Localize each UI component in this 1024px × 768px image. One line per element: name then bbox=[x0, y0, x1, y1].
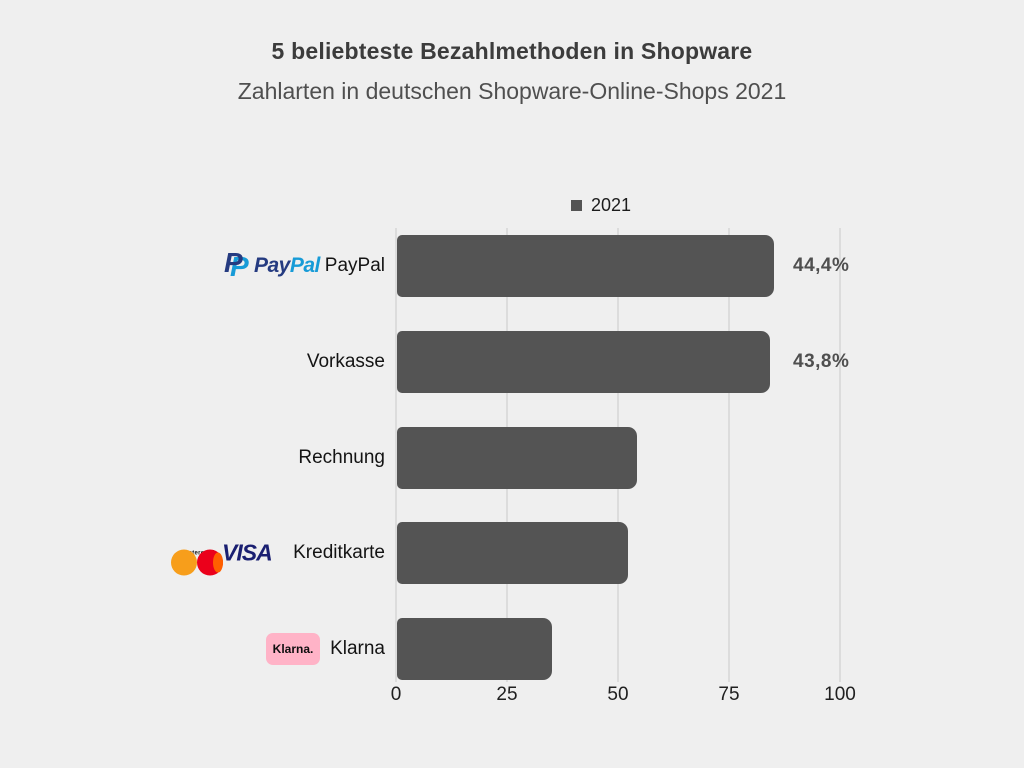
gridline-100 bbox=[839, 228, 841, 682]
bar-row-paypal: P P PayPal PayPal 44,4% bbox=[0, 235, 1024, 297]
bar-row-klarna: Klarna. Klarna bbox=[0, 618, 1024, 680]
category-label-paypal: PayPal bbox=[324, 255, 385, 276]
legend-label: 2021 bbox=[591, 195, 632, 215]
legend-marker-icon bbox=[571, 200, 582, 211]
category-label-rechnung: Rechnung bbox=[298, 447, 385, 468]
bar-vorkasse bbox=[397, 331, 770, 393]
x-tick-label-50: 50 bbox=[607, 684, 629, 705]
gridline-0 bbox=[395, 228, 397, 682]
x-tick-label-100: 100 bbox=[824, 684, 856, 705]
chart-subtitle: Zahlarten in deutschen Shopware-Online-S… bbox=[237, 78, 787, 104]
x-tick-label-25: 25 bbox=[496, 684, 518, 705]
value-label-paypal: 44,4% bbox=[793, 255, 850, 276]
category-label-vorkasse: Vorkasse bbox=[306, 351, 385, 372]
value-label-vorkasse: 43,8% bbox=[793, 351, 850, 372]
klarna-logo: Klarna. bbox=[266, 633, 320, 665]
bar-klarna bbox=[397, 618, 552, 680]
paypal-wordmark: PayPal bbox=[254, 254, 320, 277]
x-tick-label-0: 0 bbox=[390, 684, 402, 705]
bar-row-kreditkarte: mastercard VISA Kreditkarte bbox=[0, 522, 1024, 584]
bar-paypal bbox=[397, 235, 774, 297]
mastercard-logo: mastercard bbox=[171, 549, 223, 576]
bar-rechnung bbox=[397, 427, 637, 489]
mastercard-orange-circle bbox=[171, 549, 197, 576]
chart-title: 5 beliebteste Bezahlmethoden in Shopware bbox=[271, 38, 753, 64]
category-label-klarna: Klarna bbox=[330, 638, 385, 659]
bar-row-vorkasse: Vorkasse 43,8% bbox=[0, 331, 1024, 393]
bar-kreditkarte bbox=[397, 522, 628, 584]
bar-row-rechnung: Rechnung bbox=[0, 427, 1024, 489]
mastercard-overlap-lens bbox=[213, 552, 223, 573]
paypal-logo: P P PayPal bbox=[224, 249, 320, 283]
klarna-wordmark: Klarna. bbox=[272, 642, 314, 656]
visa-logo: VISA bbox=[222, 539, 273, 566]
x-tick-label-75: 75 bbox=[718, 684, 740, 705]
legend: 2021 bbox=[571, 195, 631, 216]
paypal-monogram-icon: P P bbox=[224, 247, 249, 282]
mastercard-wordmark: mastercard bbox=[179, 550, 215, 557]
gridline-75 bbox=[728, 228, 730, 682]
category-label-kreditkarte: Kreditkarte bbox=[293, 542, 385, 563]
